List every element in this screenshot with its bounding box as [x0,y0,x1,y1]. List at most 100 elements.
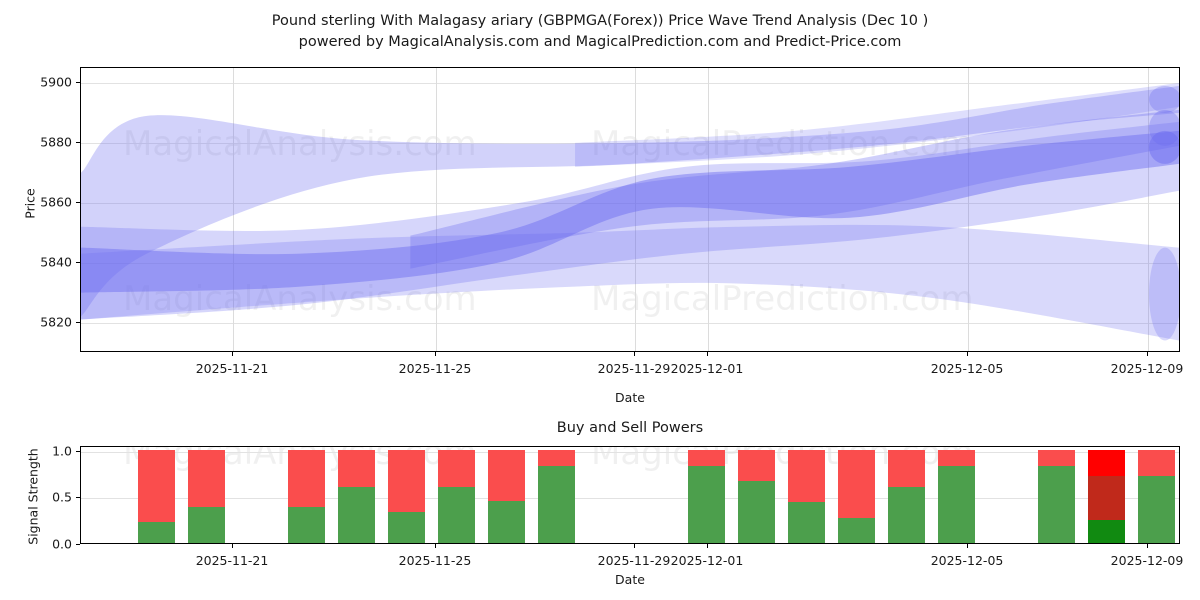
bars-y-axis-title: Signal Strength [25,448,41,545]
sell-power-segment [137,449,175,523]
sell-power-segment [337,449,375,487]
figure-title-line1: Pound sterling With Malagasy ariary (GBP… [271,13,929,29]
bars-x-tick-label: 2025-11-21 [195,553,269,568]
price-y-tick-label: 5840 [40,254,72,270]
price-y-tick-mark [76,202,80,203]
wave-band [81,224,1179,341]
price-x-tick-mark [434,352,436,356]
bars-y-tick-mark [76,450,80,452]
signal-bar[interactable] [487,447,525,543]
price-gridline-v [1148,68,1149,351]
sell-power-segment [837,449,875,518]
price-y-axis-title: Price [22,188,38,219]
bars-y-tick-label: 0.0 [52,536,72,552]
signal-strength-bars [81,447,1179,543]
sell-power-segment-dark [1087,476,1125,520]
signal-bar[interactable] [337,447,375,543]
bars-x-tick-label: 2025-11-29 [597,553,671,568]
signal-bar[interactable] [1137,447,1175,543]
signal-bar[interactable] [437,447,475,543]
price-gridline-h [81,203,1179,204]
buy-power-segment [337,487,375,543]
price-gridline-v [634,68,636,351]
sell-power-segment [1037,449,1075,466]
bars-gridline-h [81,451,1179,453]
sell-power-segment [687,449,725,466]
price-gridline-v [233,68,235,351]
sell-power-segment [787,449,825,502]
buy-power-segment [287,506,325,543]
price-x-tick-mark [1147,352,1148,356]
bars-x-tick-mark [633,544,635,548]
price-y-tick-label: 5860 [40,194,72,210]
price-x-tick-label: 2025-12-09 [1110,361,1184,376]
price-y-tick-label: 5880 [40,134,72,150]
price-gridline-h [81,263,1179,264]
sell-power-segment [937,449,975,466]
buy-power-segment [137,522,175,543]
signal-bar[interactable] [837,447,875,543]
price-plot-area: MagicalAnalysis.com MagicalPrediction.co… [80,67,1180,352]
price-x-tick-label: 2025-12-05 [930,361,1004,376]
buy-power-segment [687,465,725,543]
wave-band [81,130,1179,293]
sell-power-segment [387,449,425,513]
bars-x-tick-label: 2025-12-01 [670,553,744,568]
bars-y-tick-mark [76,544,80,545]
price-y-tick-mark [76,262,80,263]
signal-bar[interactable] [1037,447,1075,543]
price-gridline-h [81,143,1179,144]
buy-power-segment [1137,475,1175,543]
bars-x-axis-title: Date [615,572,645,587]
sell-power-segment [187,449,225,507]
buy-power-segment [487,501,525,543]
buy-power-segment [1087,519,1125,543]
price-wave-chart-panel: MagicalAnalysis.com MagicalPrediction.co… [40,67,1183,376]
bars-x-tick-label: 2025-12-05 [930,553,1004,568]
price-x-tick-label: 2025-11-21 [195,361,269,376]
signal-bar[interactable] [387,447,425,543]
price-x-tick-mark [967,352,969,356]
wave-band-cap [1148,130,1179,164]
sell-power-segment [1137,449,1175,476]
sell-power-segment [737,449,775,482]
price-gridline-v [968,68,970,351]
bars-x-tick-mark [1147,544,1148,548]
sell-power-segment [437,449,475,487]
signal-bar[interactable] [787,447,825,543]
bars-y-tick-label: 0.5 [52,489,72,505]
price-y-tick-mark [76,82,80,83]
signal-bar[interactable] [187,447,225,543]
buy-power-segment [737,481,775,543]
price-y-tick-label: 5820 [40,314,72,330]
buy-power-segment [887,487,925,543]
price-gridline-v [435,68,437,351]
sell-power-segment [287,449,325,507]
bars-gridline-h [81,498,1179,500]
price-gridline-h [81,83,1179,84]
price-x-axis-title: Date [615,390,645,405]
bars-y-tick-label: 1.0 [52,443,72,459]
wave-band-cap [1148,109,1179,146]
signal-bar[interactable] [137,447,175,543]
figure-title-line2: powered by MagicalAnalysis.com and Magic… [298,34,902,50]
signal-bar[interactable] [287,447,325,543]
sell-power-segment [887,449,925,487]
signal-bar[interactable] [687,447,725,543]
signal-bar[interactable] [537,447,575,543]
bars-x-tick-label: 2025-12-09 [1110,553,1184,568]
bars-x-tick-mark [434,544,436,548]
bars-y-tick-mark [76,497,80,499]
sell-power-segment [537,449,575,466]
price-x-tick-mark [707,352,708,356]
price-x-tick-mark [633,352,635,356]
price-wave-bands [81,82,1179,341]
signal-bar[interactable] [737,447,775,543]
bars-plot-area: MagicalAnalysis.com MagicalPrediction.co… [80,446,1180,544]
wave-band [81,85,1179,317]
wave-band [81,121,1179,320]
buy-power-segment [537,465,575,543]
signal-bar[interactable] [887,447,925,543]
signal-bar[interactable] [937,447,975,543]
signal-bar[interactable] [1087,447,1125,543]
